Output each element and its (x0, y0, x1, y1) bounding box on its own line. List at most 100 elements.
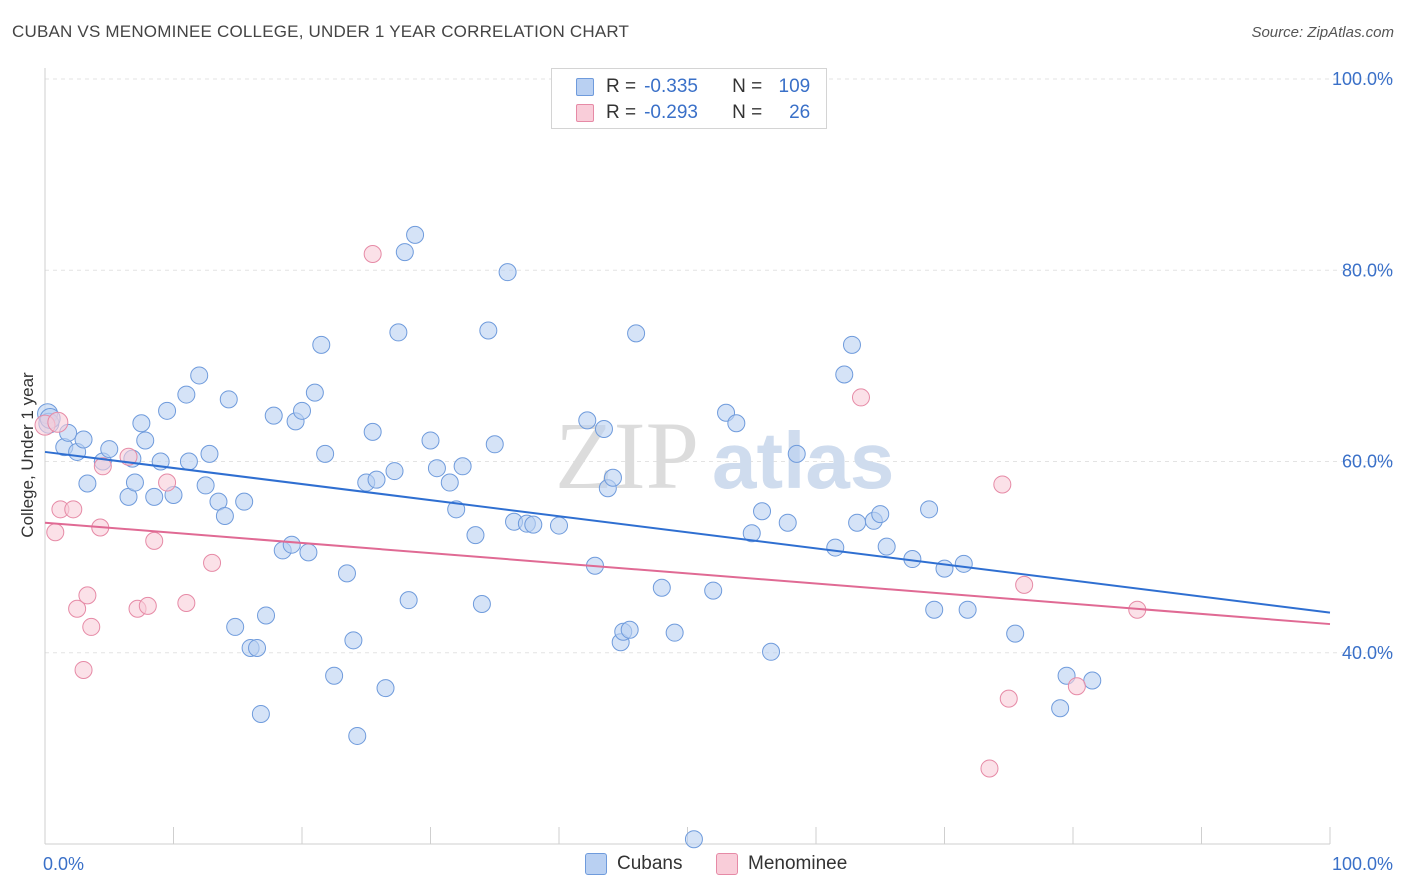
cubans-point (848, 513, 867, 532)
cubans-point (406, 225, 425, 244)
legend-item-menominee: Menominee (716, 852, 847, 876)
cubans-point (363, 422, 382, 441)
cubans-point (136, 431, 155, 450)
menominee-point (158, 473, 177, 492)
menominee-legend-swatch (716, 853, 738, 875)
cubans-point (826, 538, 845, 557)
cubans-point (1083, 671, 1102, 690)
cubans-point (293, 401, 311, 420)
cubans-point (453, 457, 472, 476)
y-tick-label: 80.0% (1342, 260, 1393, 280)
cubans-point (399, 591, 418, 610)
cubans-point (337, 564, 356, 583)
y-tick-label: 100.0% (1332, 69, 1393, 89)
cubans-point (367, 470, 386, 489)
cubans-point (132, 414, 151, 433)
cubans-point (344, 631, 363, 650)
cubans-point (145, 487, 164, 506)
cubans-point (78, 474, 97, 493)
menominee-point (851, 388, 870, 407)
axis-labels: 40.0% 60.0% 80.0% 100.0% 0.0% 100.0% (43, 69, 1393, 874)
cubans-point (74, 430, 93, 449)
cubans-point (684, 830, 703, 849)
cubans-point (479, 321, 498, 340)
cubans-point (158, 401, 177, 420)
cubans-point (753, 502, 772, 521)
cubans-swatch (576, 78, 594, 96)
r-value: -0.335 (644, 76, 698, 97)
menominee-point (203, 553, 222, 572)
cubans-point (125, 473, 144, 492)
menominee-point (64, 500, 83, 519)
cubans-point (620, 620, 639, 639)
cubans-point (395, 243, 414, 262)
menominee-point (1015, 575, 1034, 594)
cubans-point (498, 263, 517, 282)
y-tick-label: 60.0% (1342, 452, 1393, 472)
cubans-point (835, 365, 854, 384)
cubans-point (179, 452, 198, 471)
menominee-point (47, 411, 69, 433)
cubans-point (200, 444, 219, 463)
cubans-point (472, 594, 491, 613)
n-label: N = (732, 76, 763, 97)
n-value: 26 (789, 102, 811, 123)
menominee-point (93, 457, 112, 476)
cubans-point (958, 600, 977, 619)
cubans-point (727, 414, 746, 433)
cubans-point (524, 515, 543, 534)
cubans-point (778, 513, 797, 532)
cubans-point (742, 524, 761, 543)
cubans-point (925, 600, 944, 619)
chart-title: CUBAN VS MENOMINEE COLLEGE, UNDER 1 YEAR… (12, 22, 630, 41)
cubans-point (251, 704, 270, 723)
cubans-point (427, 459, 446, 478)
cubans-point (871, 505, 890, 524)
n-label: N = (732, 102, 763, 123)
menominee-point (145, 531, 164, 550)
cubans-point (485, 435, 504, 454)
menominee-trend-line (44, 521, 1331, 626)
menominee-point (999, 689, 1018, 708)
stats-legend: R = -0.335 N = 109 R = -0.293 N = 26 (551, 68, 827, 129)
cubans-point (466, 526, 485, 545)
cubans-point (190, 366, 209, 385)
cubans-point (219, 390, 238, 409)
cubans-point (235, 492, 254, 511)
cubans-point (264, 406, 283, 425)
cubans-point (316, 444, 335, 463)
menominee-point (177, 594, 196, 613)
cubans-point (389, 323, 408, 342)
cubans-point (447, 500, 466, 519)
cubans-point (440, 473, 459, 492)
cubans-point (305, 383, 324, 402)
watermark-zip: ZIP (555, 402, 699, 509)
cubans-point (257, 606, 276, 625)
watermark-atlas: atlas (712, 416, 894, 505)
y-axis-title: College, Under 1 year (18, 372, 37, 538)
x-tick-label-max: 100.0% (1332, 854, 1393, 874)
menominee-point (82, 617, 101, 636)
cubans-point (787, 444, 806, 463)
menominee-point (138, 596, 157, 615)
menominee-swatch (576, 104, 594, 122)
cubans-point (100, 440, 119, 459)
trend-lines (44, 450, 1331, 626)
cubans-point (376, 679, 395, 698)
cubans-point (762, 642, 781, 661)
menominee-point (78, 586, 97, 605)
source-credit: Source: ZipAtlas.com (1251, 24, 1394, 41)
cubans-point (877, 537, 896, 556)
cubans-point (299, 543, 318, 562)
cubans-point (603, 468, 622, 487)
cubans-point (226, 617, 245, 636)
cubans-point (348, 726, 367, 745)
menominee-point (363, 244, 382, 263)
cubans-legend-swatch (585, 853, 607, 875)
menominee-point (1067, 677, 1086, 696)
r-value: -0.293 (644, 102, 698, 123)
legend-row-menominee: R = -0.293 N = 26 (576, 101, 810, 125)
legend-label-menominee: Menominee (748, 853, 848, 874)
cubans-points (37, 225, 1102, 849)
